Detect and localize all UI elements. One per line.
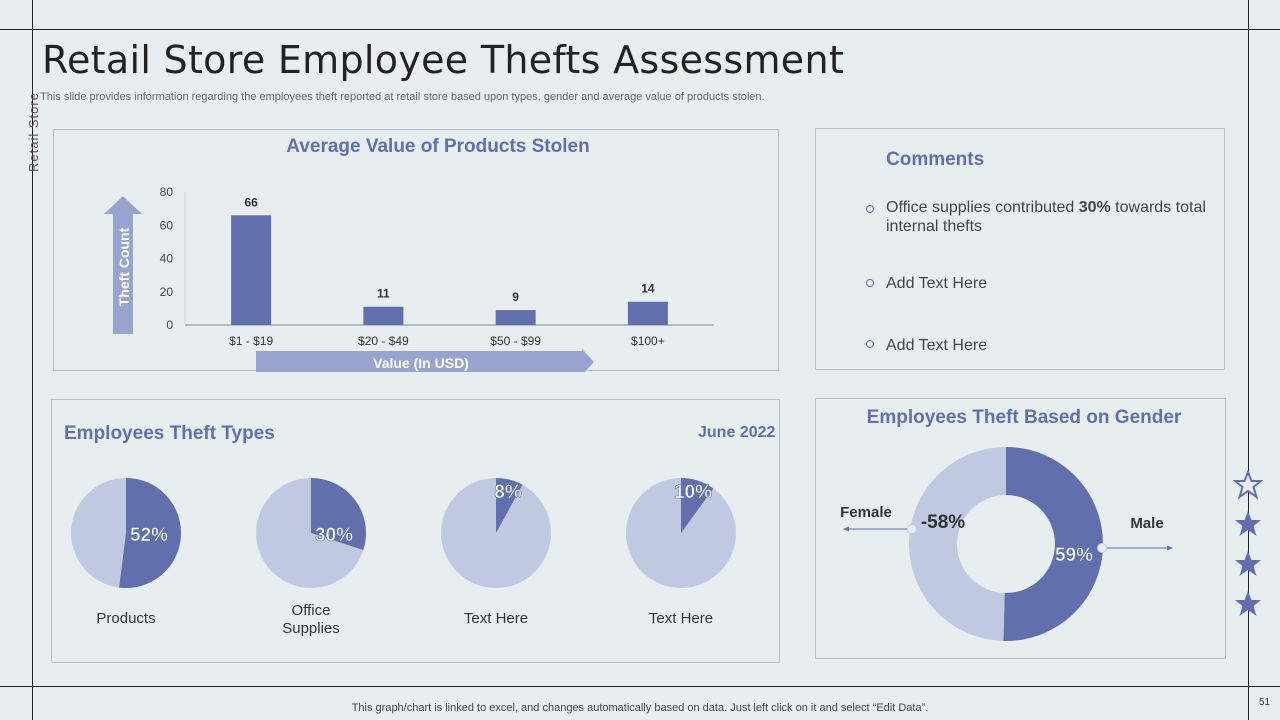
bullet-icon	[866, 205, 874, 213]
pie-slice	[119, 478, 181, 588]
star-outline-icon	[1233, 470, 1263, 500]
pie-chart: 10% Text Here	[626, 478, 736, 627]
male-marker	[1097, 543, 1107, 553]
star-icon	[1235, 591, 1261, 616]
bar-value-label: 14	[641, 282, 655, 296]
comments-title: Comments	[886, 149, 985, 170]
bar	[363, 306, 404, 325]
bar	[495, 310, 536, 325]
male-series-label: Male	[1130, 515, 1163, 532]
female-series-label: Female	[840, 504, 892, 521]
gender-donut-chart[interactable]: Employees Theft Based on Gender Male Fema…	[816, 399, 1227, 660]
female-value-label: -58%	[921, 512, 965, 533]
bar-value-label: 66	[244, 195, 258, 209]
donut-slice-female	[909, 447, 1006, 641]
female-arrowhead	[843, 526, 849, 532]
y-axis-arrow	[104, 196, 142, 334]
theft-types-panel[interactable]: Employees Theft Types June 2022 52% Produ…	[51, 399, 780, 663]
bar	[231, 215, 272, 325]
pie-value-label: 30%	[315, 525, 353, 546]
theft-types-date: June 2022	[698, 424, 776, 441]
frame-bottom-line	[0, 686, 1280, 687]
comment-3-text: Add Text Here	[886, 337, 988, 354]
theft-types-title: Employees Theft Types	[64, 423, 275, 444]
bullet-icon	[866, 279, 874, 287]
bullet-icon	[866, 340, 874, 348]
bar-chart[interactable]: Average Value of Products Stolen Theft C…	[54, 130, 780, 372]
pie-value-label: 8%	[494, 482, 522, 503]
y-tick-label: 40	[160, 252, 174, 266]
male-value-label: 59%	[1055, 545, 1093, 566]
frame-right-line	[1248, 0, 1249, 720]
donut-slice-male	[1003, 447, 1104, 641]
x-tick-label: $100+	[631, 334, 665, 348]
pie-value-label: 10%	[674, 482, 712, 503]
comments-panel: Comments Office supplies contributed 30%…	[815, 128, 1225, 370]
gender-chart-title: Employees Theft Based on Gender	[867, 407, 1182, 428]
frame-left-line	[32, 0, 33, 720]
x-tick-label: $1 - $19	[229, 334, 273, 348]
gender-panel[interactable]: Employees Theft Based on Gender Male Fema…	[815, 398, 1226, 659]
y-tick-label: 80	[160, 185, 174, 199]
footer-note: This graph/chart is linked to excel, and…	[351, 702, 929, 714]
pie-slice	[311, 478, 366, 550]
y-tick-label: 60	[160, 218, 174, 232]
female-marker	[907, 524, 917, 534]
pie-category-label: Supplies	[282, 620, 340, 637]
x-tick-label: $20 - $49	[358, 334, 409, 348]
comment-item-1: Office supplies contributed 30% towards …	[886, 198, 1206, 236]
comment-1-highlight: 30%	[1078, 199, 1111, 216]
y-tick-label: 20	[160, 285, 174, 299]
bar	[627, 301, 668, 325]
comment-item-3: Add Text Here	[886, 336, 987, 355]
pie-category-label: Text Here	[649, 610, 713, 627]
pie-category-label: Products	[96, 610, 155, 627]
comment-2-text: Add Text Here	[886, 275, 988, 292]
pie-chart: 8% Text Here	[441, 478, 551, 627]
bar-value-label: 9	[512, 290, 519, 304]
pie-category-label: Office	[292, 602, 331, 619]
star-icon	[1235, 511, 1261, 536]
y-axis-label: Theft Count	[116, 227, 132, 306]
pie-slice	[496, 478, 523, 533]
comment-1-text-end: towards total internal thefts	[886, 199, 1206, 235]
pie-category-label: Text Here	[464, 610, 528, 627]
male-arrowhead	[1167, 545, 1173, 551]
x-tick-label: $50 - $99	[490, 334, 541, 348]
frame-top-line	[0, 29, 1280, 30]
page-subtitle: This slide provides information regardin…	[40, 91, 765, 103]
page-number: 51	[1259, 697, 1271, 708]
page-title: Retail Store Employee Thefts Assessment	[42, 38, 845, 82]
comment-item-2: Add Text Here	[886, 274, 987, 293]
comment-1-text-start: Office supplies contributed	[886, 199, 1079, 216]
star-icon	[1235, 551, 1261, 576]
pie-slice	[681, 478, 714, 533]
pie-value-label: 52%	[130, 525, 168, 546]
bar-chart-title: Average Value of Products Stolen	[286, 136, 589, 157]
x-axis-arrow	[256, 349, 594, 372]
bar-value-label: 11	[377, 287, 390, 301]
y-tick-label: 0	[166, 318, 173, 332]
x-axis-label: Value (In USD)	[373, 355, 469, 371]
pie-chart: 52% Products	[71, 478, 181, 627]
bar-chart-panel[interactable]: Average Value of Products Stolen Theft C…	[53, 129, 780, 372]
